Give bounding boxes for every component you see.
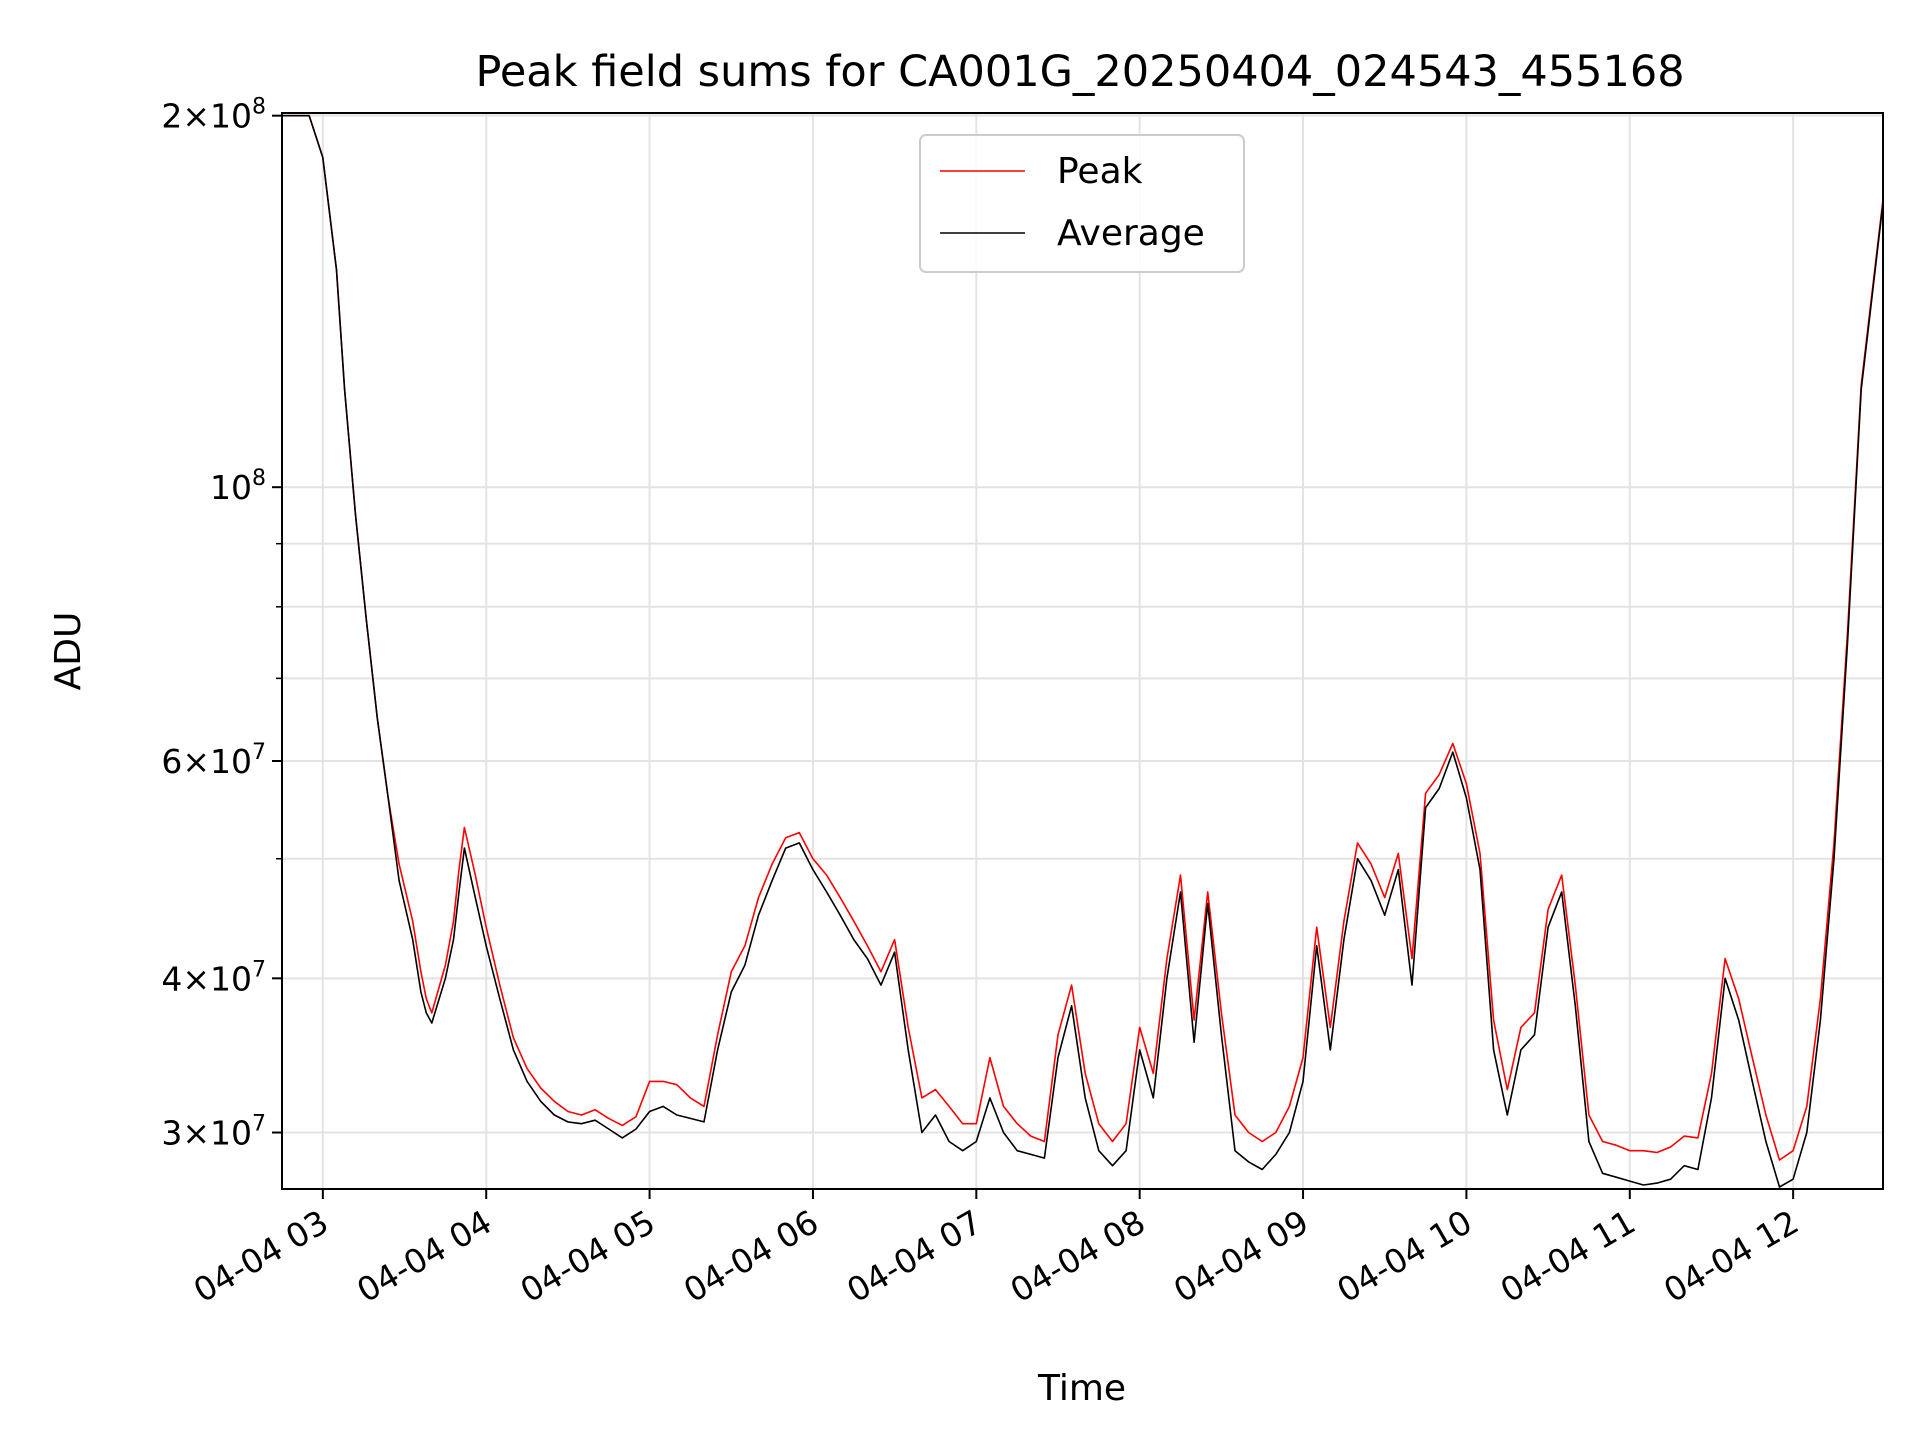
chart-title: Peak field sums for CA001G_20250404_0245… bbox=[475, 47, 1684, 97]
y-tick-label: 108 bbox=[210, 466, 266, 507]
series-line-average bbox=[282, 114, 1884, 1188]
plot-frame bbox=[281, 112, 1884, 1190]
y-axis-label: ADU bbox=[48, 612, 89, 691]
x-axis-label: Time bbox=[1037, 1368, 1126, 1409]
y-tick-label: 2×108 bbox=[161, 95, 266, 136]
y-tick-label: 3×107 bbox=[161, 1112, 266, 1153]
grid-lines bbox=[282, 113, 1883, 1189]
y-tick-label: 4×107 bbox=[161, 957, 266, 998]
series-line-peak bbox=[282, 114, 1884, 1161]
y-tick-label: 6×107 bbox=[161, 740, 266, 781]
legend-box bbox=[919, 134, 1245, 273]
legend: Peak Average bbox=[919, 134, 1245, 273]
series-layer bbox=[282, 114, 1884, 1188]
legend-label-average: Average bbox=[1057, 213, 1205, 254]
legend-label-peak: Peak bbox=[1057, 151, 1143, 192]
y-axis-ticks: 2×108 108 6×107 4×107 3×107 bbox=[161, 95, 282, 1153]
